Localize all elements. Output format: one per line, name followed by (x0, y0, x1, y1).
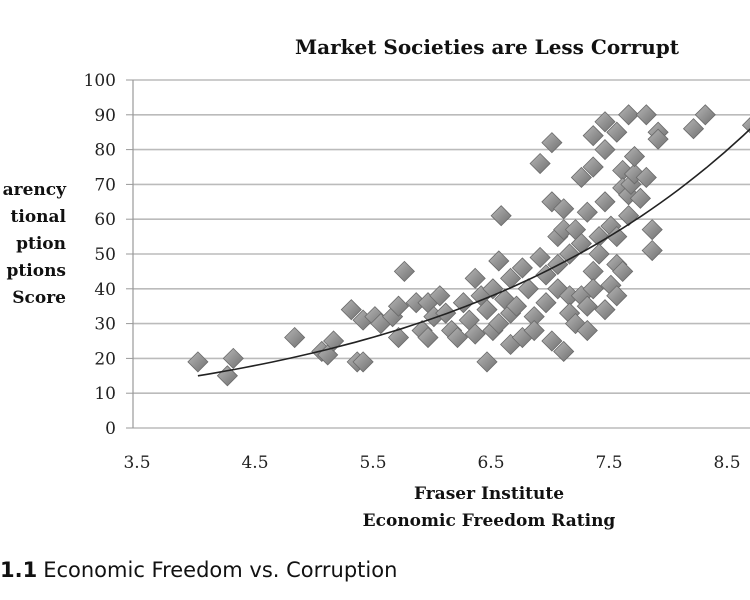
y-tick-label: 100 (84, 71, 116, 91)
x-tick-label: 4.5 (241, 453, 268, 473)
data-point (535, 264, 557, 286)
data-point (464, 323, 486, 345)
data-point (464, 267, 486, 289)
data-point (594, 299, 616, 321)
data-point (429, 285, 451, 307)
data-point (490, 205, 512, 227)
data-point (476, 299, 498, 321)
y-tick-label: 80 (94, 141, 116, 161)
figure-number: 1.1 (0, 558, 38, 582)
y-axis-label-line: tional (11, 207, 67, 227)
x-axis-label-line-2: Economic Freedom Rating (363, 511, 616, 531)
x-tick-label: 3.5 (123, 453, 150, 473)
data-point (529, 246, 551, 269)
data-point (553, 198, 575, 220)
data-point (641, 239, 663, 262)
data-point (452, 292, 474, 314)
data-point (641, 219, 663, 241)
data-point (606, 226, 628, 248)
y-tick-label: 40 (94, 280, 116, 300)
y-axis-label-line: ption (16, 234, 66, 254)
data-point (352, 351, 374, 373)
y-tick-label: 70 (94, 175, 116, 195)
data-point (635, 104, 657, 126)
x-tick-label: 5.5 (359, 453, 386, 473)
data-point (588, 243, 610, 265)
data-point (476, 351, 498, 373)
y-tick-label: 90 (94, 106, 116, 126)
y-tick-label: 0 (105, 419, 116, 439)
figure-caption-text: Economic Freedom vs. Corruption (43, 558, 398, 582)
y-axis-ticks: 0 10 20 30 40 50 60 70 80 90 100 (84, 71, 133, 439)
data-point (446, 326, 469, 349)
x-tick-label: 6.5 (477, 453, 504, 473)
x-axis-ticks: 3.5 4.5 5.5 6.5 7.5 8.5 (123, 453, 740, 473)
y-tick-label: 60 (94, 210, 116, 230)
data-point (612, 260, 634, 282)
y-axis-label-line: Score (12, 288, 66, 308)
data-point (387, 326, 410, 349)
data-point (393, 260, 415, 282)
data-point (187, 351, 209, 373)
data-point (222, 347, 244, 369)
data-point (618, 205, 640, 227)
data-point (559, 243, 581, 265)
trendline (197, 128, 750, 377)
x-tick-label: 8.5 (713, 453, 740, 473)
data-point (694, 104, 716, 126)
data-point (582, 125, 604, 147)
data-point (387, 295, 410, 317)
data-point (618, 104, 640, 126)
data-point (523, 319, 545, 342)
data-point (594, 139, 616, 161)
data-point (594, 191, 616, 213)
data-point (582, 278, 604, 300)
data-point (541, 132, 563, 154)
data-point (553, 340, 575, 363)
data-point (582, 156, 604, 178)
data-point (576, 319, 598, 342)
data-point (529, 152, 551, 175)
data-point (284, 326, 306, 349)
data-point (594, 111, 616, 133)
y-axis-label: arency tional ption ptions Score (3, 180, 67, 308)
data-point (570, 166, 592, 189)
data-point (576, 201, 598, 223)
data-point (682, 118, 705, 140)
data-point (606, 121, 628, 143)
x-tick-label: 7.5 (595, 453, 622, 473)
data-point (488, 250, 510, 272)
data-point (517, 278, 539, 300)
figure-caption: 1.1 Economic Freedom vs. Corruption (0, 558, 397, 582)
data-point (647, 128, 669, 150)
data-points (187, 104, 750, 387)
data-point (570, 232, 592, 255)
data-point (488, 313, 510, 335)
y-axis-label-line: ptions (7, 261, 66, 281)
data-point (505, 295, 528, 317)
data-point (623, 145, 646, 168)
x-axis-label-line-1: Fraser Institute (414, 484, 564, 504)
y-tick-label: 50 (94, 245, 116, 265)
y-tick-label: 10 (94, 384, 116, 404)
y-tick-label: 20 (94, 349, 116, 369)
data-point (541, 330, 563, 352)
data-point (606, 285, 628, 307)
data-point (576, 295, 598, 317)
data-point (741, 117, 750, 134)
chart-title: Market Societies are Less Corrupt (295, 35, 680, 59)
data-point (511, 257, 533, 279)
data-point (417, 326, 439, 349)
data-point (635, 166, 657, 189)
data-point (340, 299, 362, 321)
data-point (535, 292, 557, 314)
data-point (629, 187, 651, 209)
y-axis-label-line: arency (3, 180, 67, 200)
y-tick-label: 30 (94, 315, 116, 335)
